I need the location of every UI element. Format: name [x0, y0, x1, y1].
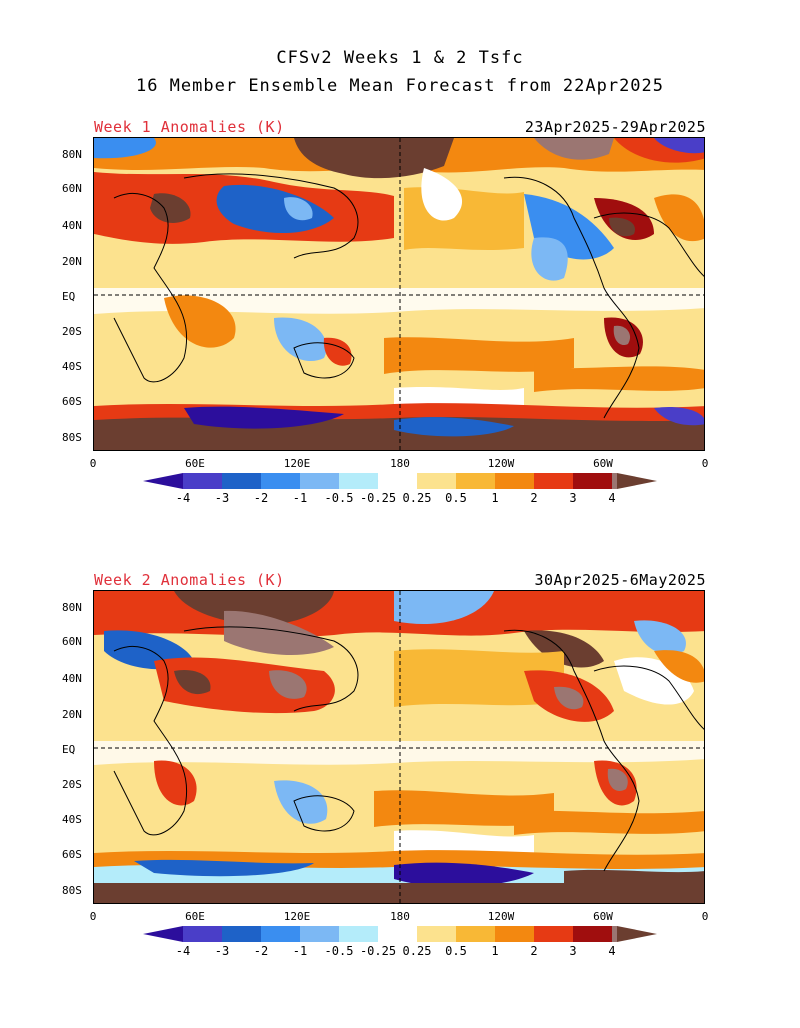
lon-tick: 120E	[283, 910, 311, 923]
lat-tick: 20N	[62, 708, 82, 721]
lat-tick: 80S	[62, 431, 82, 444]
colorbar-label: 1	[491, 491, 499, 505]
colorbar-label: 3	[569, 491, 577, 505]
colorbar-label: -2	[253, 944, 269, 958]
figure-title-line2: 16 Member Ensemble Mean Forecast from 22…	[135, 76, 665, 96]
lat-tick: 40N	[62, 672, 82, 685]
panel-date-range: 23Apr2025-29Apr2025	[524, 118, 706, 136]
lat-tick: 20S	[62, 778, 82, 791]
colorbar-label: -0.5	[324, 944, 354, 958]
lon-tick: 60E	[185, 457, 205, 470]
colorbar-label: -1	[292, 491, 308, 505]
lon-tick: 0	[701, 910, 709, 923]
lat-tick: 80N	[62, 148, 82, 161]
lat-tick: EQ	[62, 290, 76, 303]
lon-tick: 0	[701, 457, 709, 470]
figure-title-line1: CFSv2 Weeks 1 & 2 Tsfc	[276, 48, 524, 68]
lat-tick: 20S	[62, 325, 82, 338]
lat-tick: 40S	[62, 360, 82, 373]
colorbar-label: 0.25	[402, 491, 432, 505]
lat-tick: 60N	[62, 182, 82, 195]
colorbar-label: 2	[530, 944, 538, 958]
colorbar-label: -1	[292, 944, 308, 958]
lon-tick: 120W	[487, 910, 515, 923]
lon-tick: 120E	[283, 457, 311, 470]
colorbar-label: 4	[608, 944, 616, 958]
lon-tick: 180	[390, 457, 410, 470]
colorbar-label: 0.5	[445, 944, 467, 958]
lat-tick: 60N	[62, 635, 82, 648]
colorbar-label: 1	[491, 944, 499, 958]
lat-tick: 40S	[62, 813, 82, 826]
lon-tick: 180	[390, 910, 410, 923]
colorbar-label: -0.25	[359, 944, 397, 958]
lat-tick: 80S	[62, 884, 82, 897]
lon-tick: 120W	[487, 457, 515, 470]
colorbar-label: 4	[608, 491, 616, 505]
lat-tick: 40N	[62, 219, 82, 232]
colorbar	[143, 926, 657, 942]
colorbar-label: -4	[175, 491, 191, 505]
lon-tick: 0	[89, 457, 97, 470]
colorbar-label: -3	[214, 944, 230, 958]
anomaly-field-svg	[94, 138, 704, 450]
colorbar-label: 3	[569, 944, 577, 958]
lon-tick: 60W	[593, 457, 613, 470]
lat-tick: EQ	[62, 743, 76, 756]
week1-panel: Week 1 Anomalies (K) 23Apr2025-29Apr2025	[0, 115, 800, 575]
colorbar-label: -0.25	[359, 491, 397, 505]
lat-tick: 60S	[62, 848, 82, 861]
lat-tick: 60S	[62, 395, 82, 408]
colorbar-label: 0.5	[445, 491, 467, 505]
colorbar-label: 0.25	[402, 944, 432, 958]
colorbar-label: -3	[214, 491, 230, 505]
lon-tick: 0	[89, 910, 97, 923]
anomaly-field-svg	[94, 591, 704, 903]
colorbar-label: -2	[253, 491, 269, 505]
panel-label: Week 1 Anomalies (K)	[94, 118, 285, 136]
week2-panel: Week 2 Anomalies (K) 30Apr2025-6May2025	[0, 568, 800, 1028]
panel-label: Week 2 Anomalies (K)	[94, 571, 285, 589]
colorbar-label: 2	[530, 491, 538, 505]
colorbar-label: -4	[175, 944, 191, 958]
lon-tick: 60E	[185, 910, 205, 923]
lon-tick: 60W	[593, 910, 613, 923]
panel-date-range: 30Apr2025-6May2025	[534, 571, 706, 589]
anomaly-map	[93, 590, 705, 904]
anomaly-map	[93, 137, 705, 451]
lat-tick: 20N	[62, 255, 82, 268]
lat-tick: 80N	[62, 601, 82, 614]
colorbar-label: -0.5	[324, 491, 354, 505]
colorbar	[143, 473, 657, 489]
